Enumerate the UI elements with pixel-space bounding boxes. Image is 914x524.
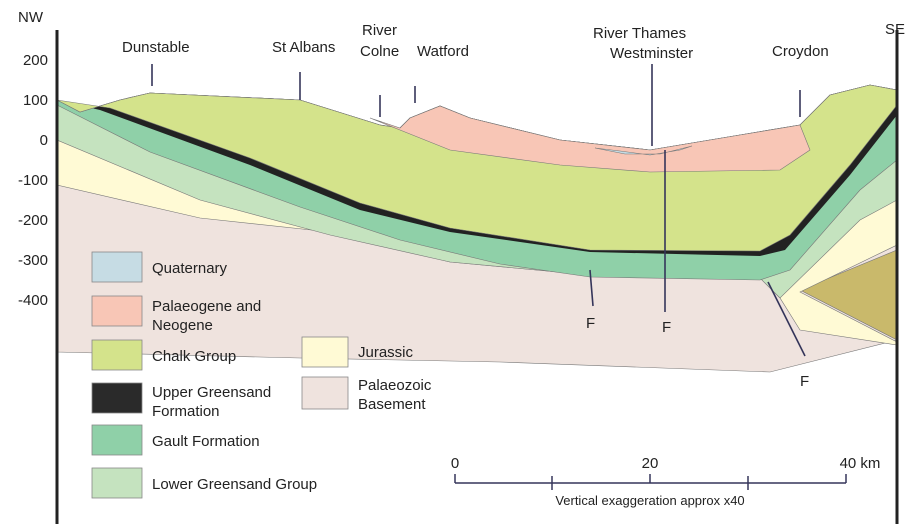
se-label: SE <box>885 21 905 38</box>
legend-label: Neogene <box>152 317 213 334</box>
legend-swatch <box>92 340 142 370</box>
fault-label: F <box>586 315 595 332</box>
axis-label: 100 <box>23 92 48 109</box>
axis-label: 200 <box>23 52 48 69</box>
legend-label: Formation <box>152 403 220 420</box>
place-label: Westminster <box>610 45 693 62</box>
axis: 200 100 0 -100 -200 -300 -400 <box>18 52 48 309</box>
legend-swatch <box>92 383 142 413</box>
axis-label: 0 <box>40 132 48 149</box>
scale-label: 40 km <box>840 455 881 472</box>
scale-label: 20 <box>642 455 659 472</box>
legend-label: Quaternary <box>152 260 228 277</box>
place-label: Colne <box>360 43 399 60</box>
place-label: Croydon <box>772 43 829 60</box>
legend-swatch <box>92 252 142 282</box>
scale-note: Vertical exaggeration approx x40 <box>555 493 744 508</box>
legend-swatch <box>92 468 142 498</box>
legend-label: Upper Greensand <box>152 384 271 401</box>
scale-label: 0 <box>451 455 459 472</box>
cross-section: NW SE 200 100 0 -100 -200 -300 -400 Duns… <box>0 0 914 524</box>
legend-label: Palaeogene and <box>152 298 261 315</box>
legend-label: Palaeozoic <box>358 377 432 394</box>
place-label: Dunstable <box>122 39 190 56</box>
legend-swatch <box>92 425 142 455</box>
legend-label: Basement <box>358 396 426 413</box>
page: {"header": {"left": "NW", "right": "SE"}… <box>0 0 914 524</box>
legend-swatch <box>302 377 348 409</box>
place-label: St Albans <box>272 39 335 56</box>
axis-label: -400 <box>18 292 48 309</box>
legend-label: Lower Greensand Group <box>152 476 317 493</box>
fault-label: F <box>800 373 809 390</box>
nw-label: NW <box>18 9 44 26</box>
place-label: Watford <box>417 43 469 60</box>
legend-label: Gault Formation <box>152 433 260 450</box>
axis-label: -300 <box>18 252 48 269</box>
legend-swatch <box>302 337 348 367</box>
place-label: River <box>362 22 397 39</box>
axis-label: -100 <box>18 172 48 189</box>
legend-swatch <box>92 296 142 326</box>
scale-bar: 0 20 40 km Vertical exaggeration approx … <box>451 455 881 508</box>
place-label: River Thames <box>593 25 686 42</box>
fault-label: F <box>662 319 671 336</box>
legend-label: Jurassic <box>358 344 414 361</box>
axis-label: -200 <box>18 212 48 229</box>
legend-label: Chalk Group <box>152 348 236 365</box>
